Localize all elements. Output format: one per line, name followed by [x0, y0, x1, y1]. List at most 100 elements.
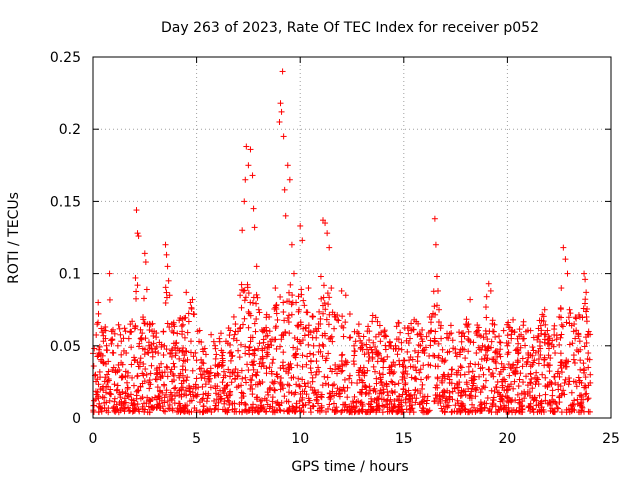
data-point: [114, 342, 121, 349]
data-point: [241, 198, 248, 205]
data-point: [109, 349, 116, 356]
data-point: [476, 402, 483, 409]
data-point: [541, 339, 548, 346]
data-point: [272, 304, 279, 311]
data-point: [324, 374, 331, 381]
data-point: [537, 322, 544, 329]
data-point: [447, 322, 454, 329]
data-point: [114, 382, 121, 389]
data-point: [286, 330, 293, 337]
data-point: [558, 321, 565, 328]
data-point: [266, 328, 273, 335]
data-point: [161, 342, 168, 349]
data-point: [472, 386, 479, 393]
data-point: [305, 285, 312, 292]
data-point: [326, 311, 333, 318]
data-point: [272, 285, 279, 292]
data-point: [439, 346, 446, 353]
data-point: [409, 356, 416, 363]
data-point: [415, 341, 422, 348]
data-point: [505, 339, 512, 346]
data-point: [462, 391, 469, 398]
data-point: [280, 359, 287, 366]
data-point: [164, 263, 171, 270]
data-point: [103, 342, 110, 349]
data-point: [585, 364, 592, 371]
data-point: [279, 68, 286, 75]
data-point: [124, 379, 131, 386]
data-point: [352, 338, 359, 345]
data-point: [222, 372, 229, 379]
data-point: [150, 332, 157, 339]
data-point: [160, 328, 167, 335]
data-point: [368, 403, 375, 410]
data-point: [456, 329, 463, 336]
data-point: [246, 344, 253, 351]
data-point: [247, 385, 254, 392]
data-point: [473, 350, 480, 357]
data-point: [455, 389, 462, 396]
data-point: [253, 300, 260, 307]
data-point: [332, 361, 339, 368]
data-point: [372, 314, 379, 321]
data-point: [420, 362, 427, 369]
data-point: [527, 371, 534, 378]
data-point: [427, 319, 434, 326]
data-point: [395, 319, 402, 326]
data-point: [281, 393, 288, 400]
data-point: [462, 406, 469, 413]
data-point: [438, 377, 445, 384]
data-point: [531, 394, 538, 401]
data-point: [445, 335, 452, 342]
data-point: [582, 276, 589, 283]
data-point: [189, 296, 196, 303]
data-point: [96, 343, 103, 350]
data-point: [363, 384, 370, 391]
data-point: [346, 372, 353, 379]
data-point: [483, 293, 490, 300]
data-point: [334, 370, 341, 377]
data-point: [366, 353, 373, 360]
data-point: [566, 409, 573, 416]
data-point: [340, 401, 347, 408]
data-point: [305, 341, 312, 348]
data-point: [542, 374, 549, 381]
data-point: [369, 318, 376, 325]
data-point: [296, 382, 303, 389]
data-point: [418, 376, 425, 383]
data-point: [172, 393, 179, 400]
data-point: [284, 381, 291, 388]
data-point: [470, 339, 477, 346]
data-point: [160, 381, 167, 388]
data-point: [516, 326, 523, 333]
data-point: [322, 380, 329, 387]
data-point: [108, 328, 115, 335]
data-point: [207, 365, 214, 372]
data-point: [236, 325, 243, 332]
data-point: [515, 340, 522, 347]
data-point: [171, 385, 178, 392]
data-point: [485, 343, 492, 350]
data-point: [432, 363, 439, 370]
data-point: [280, 299, 287, 306]
data-point: [468, 388, 475, 395]
data-point: [226, 350, 233, 357]
data-point: [483, 330, 490, 337]
data-point: [457, 392, 464, 399]
data-point: [572, 314, 579, 321]
data-point: [578, 403, 585, 410]
data-point: [585, 395, 592, 402]
data-point: [250, 362, 257, 369]
data-point: [469, 385, 476, 392]
data-point: [93, 378, 100, 385]
data-point: [519, 363, 526, 370]
data-point: [228, 379, 235, 386]
data-point: [219, 349, 226, 356]
data-point: [199, 409, 206, 416]
data-point: [339, 351, 346, 358]
data-point: [241, 297, 248, 304]
data-point: [524, 327, 531, 334]
data-point: [529, 405, 536, 412]
data-point: [146, 396, 153, 403]
data-point: [566, 341, 573, 348]
